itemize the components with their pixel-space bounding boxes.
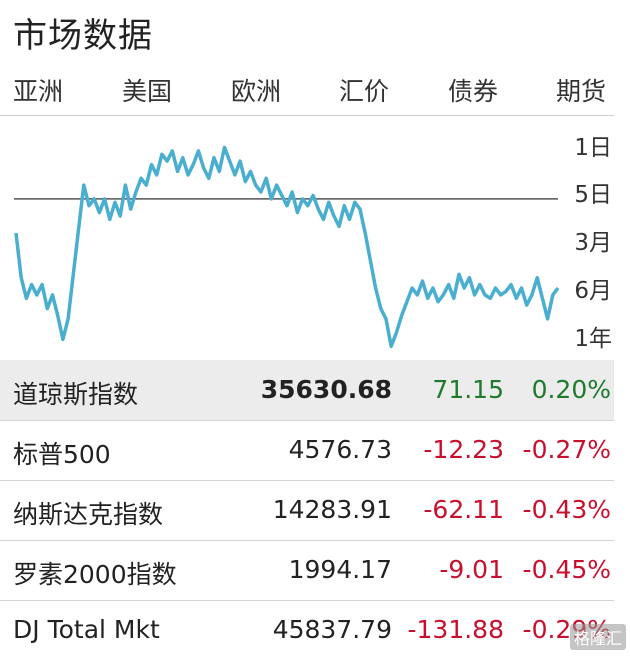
watermark-logo: 格隆汇 bbox=[569, 624, 626, 650]
table-row[interactable]: 纳斯达克指数 14283.91 -62.11 -0.43% bbox=[0, 480, 614, 541]
price-change: -9.01 bbox=[439, 555, 504, 584]
table-row[interactable]: DJ Total Mkt 45837.79 -131.88 -0.29% bbox=[0, 600, 614, 660]
index-line-chart bbox=[14, 145, 560, 349]
table-row[interactable]: 标普500 4576.73 -12.23 -0.27% bbox=[0, 420, 614, 481]
percent-change: -0.27% bbox=[522, 435, 611, 464]
last-price: 14283.91 bbox=[272, 495, 392, 524]
index-name: 标普500 bbox=[13, 440, 111, 469]
last-price: 4576.73 bbox=[288, 435, 392, 464]
percent-change: 0.20% bbox=[531, 375, 611, 404]
table-row[interactable]: 罗素2000指数 1994.17 -9.01 -0.45% bbox=[0, 540, 614, 601]
tab-forex[interactable]: 汇价 bbox=[339, 77, 390, 106]
last-price: 1994.17 bbox=[288, 555, 392, 584]
percent-change: -0.43% bbox=[522, 495, 611, 524]
price-change: -12.23 bbox=[423, 435, 504, 464]
index-name: 罗素2000指数 bbox=[13, 560, 177, 589]
index-series-line bbox=[14, 145, 560, 349]
range-5d[interactable]: 5日 bbox=[574, 182, 612, 208]
tab-divider bbox=[0, 115, 614, 116]
tab-futures[interactable]: 期货 bbox=[556, 77, 607, 106]
market-tabs: 亚洲 美国 欧洲 汇价 债券 期货 bbox=[0, 72, 630, 112]
page-title: 市场数据 bbox=[13, 16, 153, 56]
price-change: 71.15 bbox=[432, 375, 504, 404]
range-6m[interactable]: 6月 bbox=[574, 278, 612, 304]
tab-europe[interactable]: 欧洲 bbox=[231, 77, 282, 106]
price-change: -62.11 bbox=[423, 495, 504, 524]
index-name: DJ Total Mkt bbox=[13, 615, 160, 644]
range-1d[interactable]: 1日 bbox=[574, 135, 612, 161]
tab-us[interactable]: 美国 bbox=[122, 77, 173, 106]
percent-change: -0.45% bbox=[522, 555, 611, 584]
tab-bonds[interactable]: 债券 bbox=[448, 77, 499, 106]
last-price: 35630.68 bbox=[260, 375, 392, 404]
tab-asia[interactable]: 亚洲 bbox=[13, 77, 64, 106]
range-1y[interactable]: 1年 bbox=[574, 326, 612, 352]
index-name: 纳斯达克指数 bbox=[13, 500, 164, 529]
range-3m[interactable]: 3月 bbox=[574, 230, 612, 256]
index-chart: 1日 5日 3月 6月 1年 bbox=[0, 120, 630, 360]
index-name: 道琼斯指数 bbox=[13, 380, 139, 409]
table-row[interactable]: 道琼斯指数 35630.68 71.15 0.20% bbox=[0, 360, 614, 421]
last-price: 45837.79 bbox=[272, 615, 392, 644]
price-change: -131.88 bbox=[407, 615, 505, 644]
